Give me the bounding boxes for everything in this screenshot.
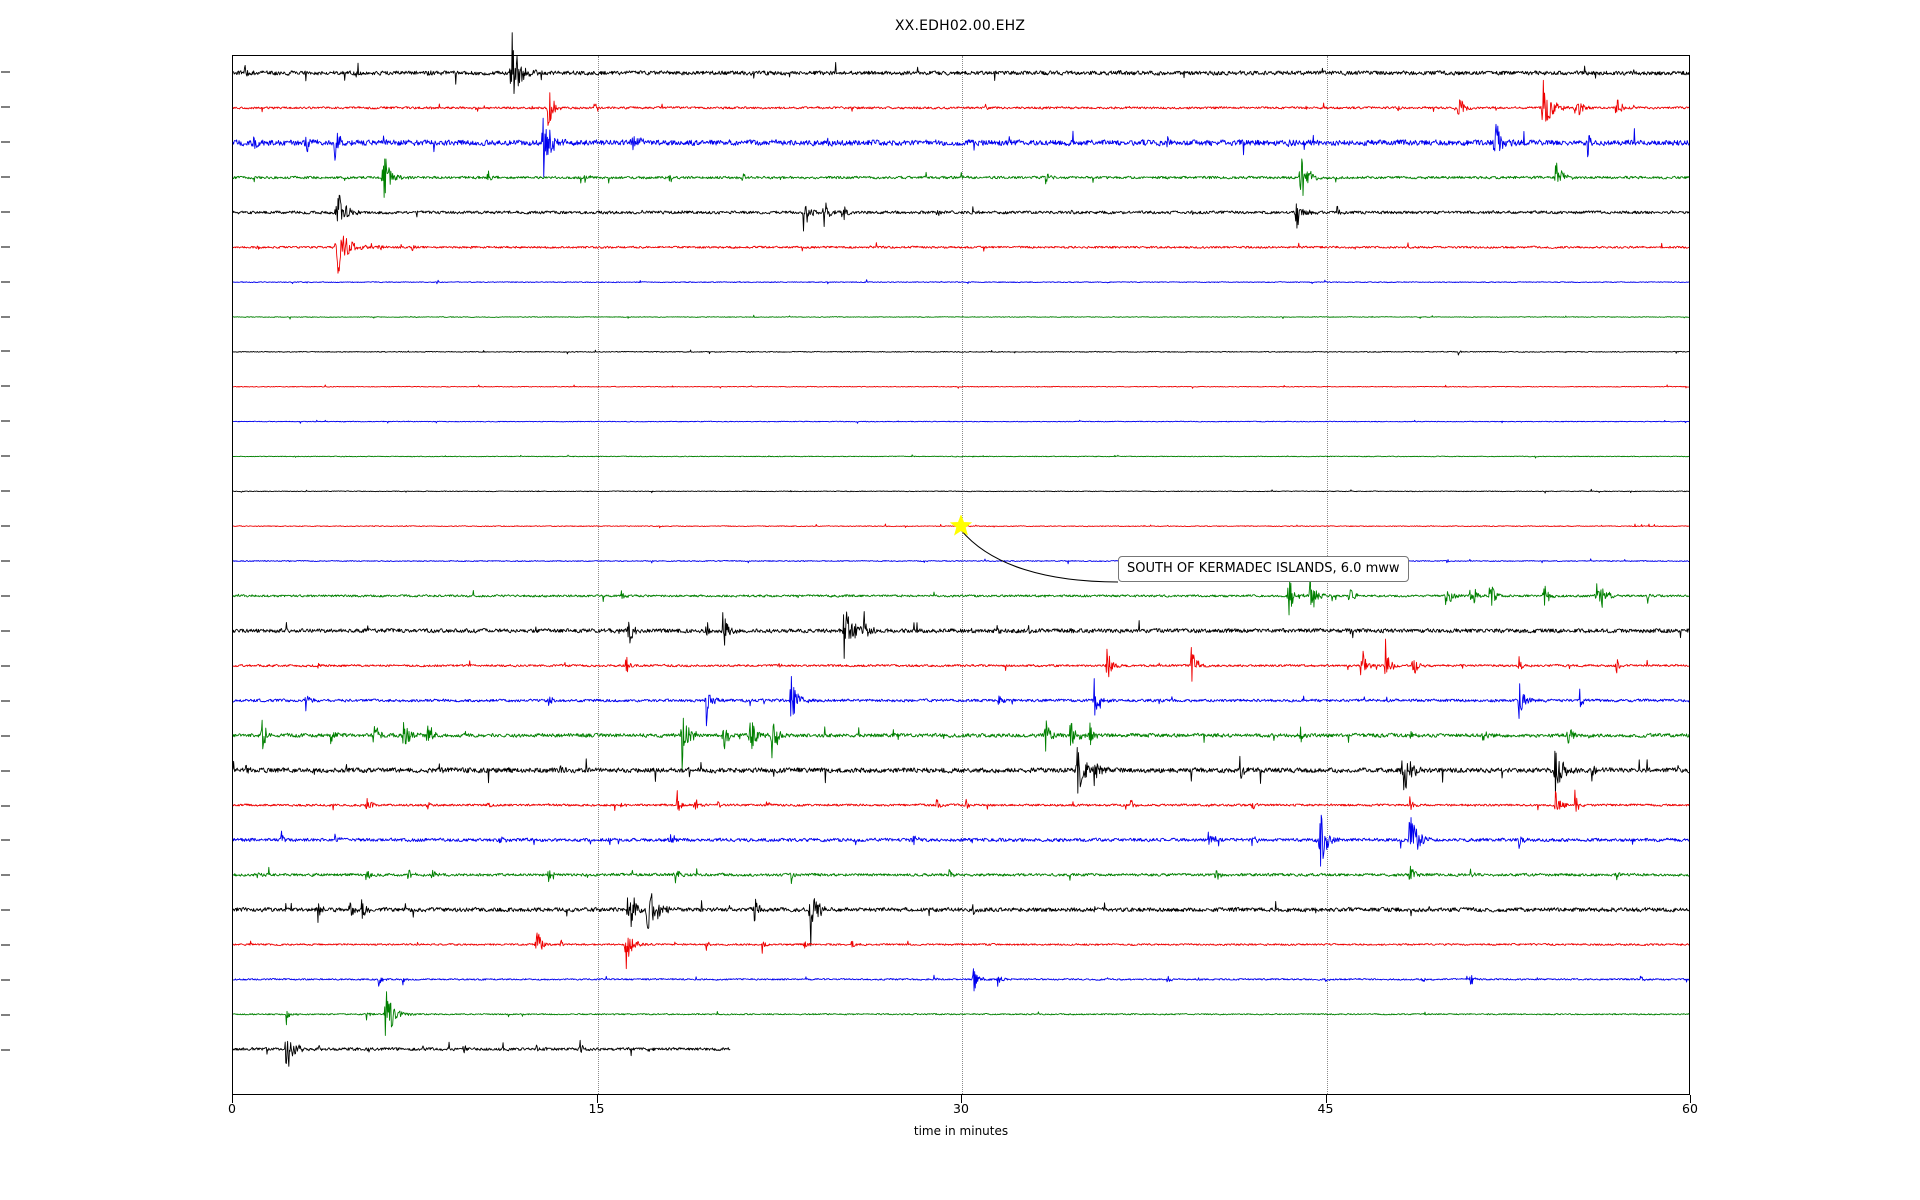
earthquake-star-icon (949, 514, 973, 541)
y-tick-mark (1, 839, 10, 841)
x-tick-label: 15 (588, 1101, 605, 1116)
x-tick-label: 60 (1682, 1101, 1698, 1116)
x-tick-label: 30 (953, 1101, 969, 1116)
trace-row (232, 79, 1690, 126)
earthquake-annotation-label[interactable]: SOUTH OF KERMADEC ISLANDS, 6.0 mww (1118, 556, 1409, 582)
y-tick-mark (1, 71, 10, 73)
trace-row (232, 865, 1690, 885)
x-tick-mark (596, 1095, 598, 1103)
trace-row (232, 32, 1690, 94)
trace-row (232, 814, 1690, 867)
trace-row (232, 158, 1690, 198)
y-axis-tick-labels: 00:00:0301:00:0302:00:0303:00:0304:00:03… (0, 55, 232, 1095)
trace-row (232, 419, 1690, 424)
trace-row (232, 1039, 731, 1067)
trace-row (232, 747, 1690, 798)
trace-row (232, 991, 1690, 1036)
y-tick-mark (1, 1014, 10, 1016)
y-tick-mark (1, 770, 10, 772)
y-tick-mark (1, 595, 10, 597)
trace-row (232, 572, 1690, 616)
trace-row (232, 349, 1690, 356)
trace-row (232, 717, 1690, 770)
trace-row (232, 558, 1690, 565)
y-tick-mark (1, 805, 10, 806)
x-axis-title: time in minutes (913, 1124, 1009, 1138)
trace-row (232, 279, 1690, 285)
trace-row (232, 638, 1690, 682)
trace-row (232, 314, 1690, 320)
trace-row (232, 932, 1690, 970)
y-tick-mark (1, 525, 10, 527)
y-tick-mark (1, 455, 10, 457)
y-tick-mark (1, 106, 10, 108)
trace-row (232, 488, 1690, 494)
y-tick-mark (1, 874, 10, 876)
x-tick-label: 45 (1317, 1101, 1334, 1116)
y-tick-mark (1, 979, 10, 981)
x-tick-mark (1690, 1095, 1691, 1103)
y-tick-mark (1, 141, 10, 143)
y-tick-mark (1, 211, 10, 213)
trace-row (232, 194, 1690, 232)
trace-row (232, 789, 1690, 812)
trace-row (232, 675, 1690, 727)
y-tick-mark (1, 385, 10, 387)
trace-row (232, 611, 1690, 659)
trace-row (232, 235, 1690, 274)
page-title: XX.EDH02.00.EHZ (894, 18, 1026, 34)
trace-svg (232, 32, 1690, 1067)
trace-row (232, 893, 1690, 947)
trace-row (232, 384, 1690, 389)
x-tick-mark (961, 1095, 962, 1103)
y-tick-mark (1, 700, 10, 702)
y-tick-mark (1, 909, 10, 911)
y-tick-mark (1, 350, 10, 352)
star-icon (949, 514, 973, 536)
y-tick-mark (1, 1049, 10, 1051)
y-tick-mark (1, 630, 10, 632)
trace-row (232, 968, 1690, 992)
y-tick-mark (1, 420, 10, 422)
y-tick-mark (1, 176, 10, 178)
y-tick-mark (1, 246, 10, 248)
y-tick-mark (1, 316, 10, 317)
y-tick-mark (1, 560, 10, 562)
y-tick-mark (1, 665, 10, 667)
trace-row (232, 454, 1690, 459)
x-tick-mark (1325, 1095, 1327, 1103)
x-tick-mark (232, 1095, 233, 1103)
trace-row (232, 117, 1690, 178)
y-tick-mark (1, 735, 10, 737)
plot-axes (232, 32, 1690, 1095)
x-tick-label: 0 (228, 1101, 236, 1116)
y-tick-mark (1, 281, 10, 283)
y-tick-mark (1, 944, 10, 946)
y-tick-mark (1, 490, 10, 492)
trace-layer (232, 32, 1690, 1094)
